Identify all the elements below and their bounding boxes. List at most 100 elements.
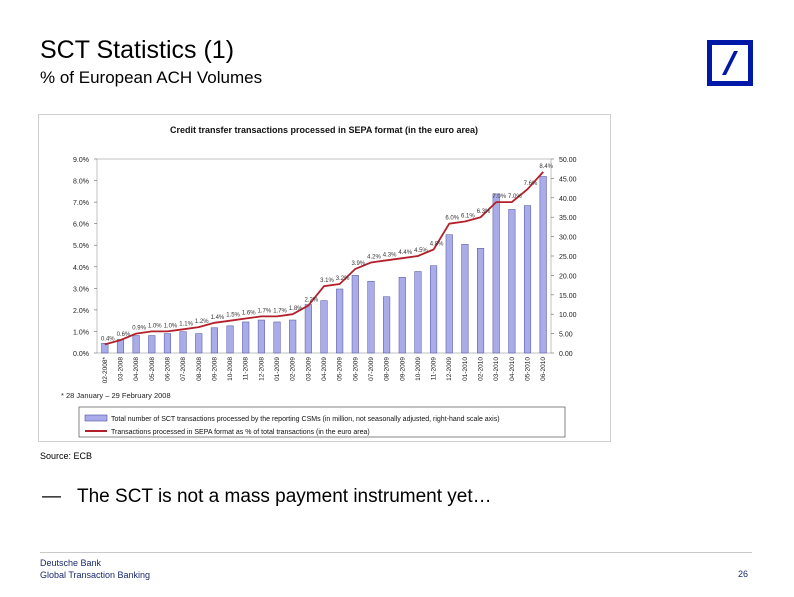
- data-label: 3.1%: [320, 278, 334, 284]
- y-left-tick-label: 0.0%: [73, 351, 89, 358]
- x-tick-label: 06-2009: [352, 357, 359, 381]
- y-right-tick-label: 30.00: [559, 235, 577, 242]
- data-label: 7.0%: [492, 194, 506, 200]
- bar-06-2008: [163, 333, 171, 354]
- data-label: 1.4%: [211, 315, 225, 321]
- data-label: 7.0%: [508, 194, 522, 200]
- data-label: 1.1%: [179, 321, 193, 327]
- bar-12-2009: [445, 234, 453, 354]
- bar-02-2008*: [101, 343, 109, 354]
- data-label: 1.5%: [226, 313, 240, 319]
- x-tick-label: 06-2010: [540, 357, 547, 381]
- x-tick-label: 05-2008: [149, 357, 156, 381]
- y-left-tick-label: 4.0%: [73, 265, 89, 272]
- bar-05-2009: [336, 288, 344, 354]
- chart-legend: Total number of SCT transactions process…: [78, 406, 566, 438]
- x-tick-label: 07-2009: [368, 357, 375, 381]
- x-tick-label: 05-2009: [337, 357, 344, 381]
- slide-title: SCT Statistics (1): [40, 36, 235, 64]
- x-tick-label: 01-2010: [462, 357, 469, 381]
- share-line: [104, 171, 544, 346]
- data-label: 1.0%: [164, 323, 178, 329]
- logo-slash: [722, 51, 738, 75]
- y-right-tick-label: 20.00: [559, 273, 577, 280]
- x-tick-label: 04-2009: [321, 357, 328, 381]
- bar-05-2008: [148, 335, 156, 354]
- legend-line-label: Transactions processed in SEPA format as…: [111, 429, 370, 436]
- bar-01-2009: [273, 321, 281, 354]
- data-label: 1.7%: [258, 308, 272, 314]
- data-label: 4.8%: [430, 242, 444, 248]
- x-tick-label: 06-2008: [164, 357, 171, 381]
- bar-03-2009: [304, 304, 312, 354]
- x-tick-label: 03-2009: [305, 357, 312, 381]
- chart-container: Credit transfer transactions processed i…: [38, 114, 611, 442]
- y-left-tick-label: 1.0%: [73, 329, 89, 336]
- data-label: 6.3%: [477, 209, 491, 215]
- bar-07-2009: [367, 280, 375, 354]
- bullet-dash: —: [42, 486, 61, 507]
- bar-07-2008: [179, 331, 187, 354]
- y-right-tick-label: 10.00: [559, 312, 577, 319]
- x-tick-label: 02-2008*: [102, 357, 109, 384]
- legend-bar-swatch: [84, 414, 108, 422]
- y-left-tick-label: 8.0%: [73, 179, 89, 186]
- x-tick-label: 12-2009: [446, 357, 453, 381]
- x-tick-label: 11-2009: [431, 357, 438, 381]
- data-label: 8.4%: [539, 164, 553, 170]
- data-label: 1.6%: [242, 311, 256, 317]
- y-right-tick-label: 0.00: [559, 351, 573, 358]
- y-left-tick-label: 3.0%: [73, 286, 89, 293]
- data-label: 6.1%: [461, 214, 475, 220]
- y-right-tick-label: 5.00: [559, 332, 573, 339]
- x-tick-label: 09-2008: [211, 357, 218, 381]
- x-tick-label: 12-2008: [258, 357, 265, 381]
- bar-02-2010: [477, 247, 485, 354]
- footer: Deutsche Bank Global Transaction Banking: [40, 557, 150, 581]
- key-message-text: The SCT is not a mass payment instrument…: [77, 486, 492, 507]
- slide-subtitle: % of European ACH Volumes: [40, 68, 263, 87]
- bar-10-2008: [226, 325, 234, 354]
- data-label: 6.0%: [445, 216, 459, 222]
- data-label: 4.3%: [383, 252, 397, 258]
- chart-svg: Credit transfer transactions processed i…: [61, 125, 577, 438]
- x-tick-label: 07-2008: [180, 357, 187, 381]
- y-right-tick-label: 50.00: [559, 157, 577, 164]
- data-label: 7.6%: [524, 181, 538, 187]
- bar-05-2010: [523, 205, 532, 354]
- x-tick-label: 02-2009: [290, 357, 297, 381]
- x-tick-label: 05-2010: [525, 357, 532, 381]
- y-left-tick-label: 6.0%: [73, 222, 89, 229]
- data-label: 2.2%: [305, 298, 319, 304]
- x-tick-label: 11-2008: [243, 357, 250, 381]
- bar-09-2009: [398, 277, 406, 354]
- bar-10-2009: [414, 271, 422, 354]
- data-label: 1.2%: [195, 319, 209, 325]
- x-tick-label: 03-2008: [118, 357, 125, 381]
- y-right-tick-label: 15.00: [559, 293, 577, 300]
- legend-box: [78, 406, 566, 438]
- x-tick-label: 08-2009: [384, 357, 391, 381]
- chart-title: Credit transfer transactions processed i…: [170, 125, 478, 135]
- data-label: 1.7%: [273, 308, 287, 314]
- footer-division: Global Transaction Banking: [40, 570, 151, 580]
- x-tick-label: 02-2010: [478, 357, 485, 381]
- bar-03-2010: [492, 193, 500, 354]
- y-right-tick-label: 40.00: [559, 196, 577, 203]
- data-label: 0.6%: [117, 332, 131, 338]
- chart-footnote: * 28 January – 29 February 2008: [61, 391, 171, 400]
- x-tick-label: 08-2008: [196, 357, 203, 381]
- logo-frame: [707, 40, 753, 86]
- bar-02-2009: [289, 319, 297, 354]
- deutsche-bank-logo-icon: [707, 40, 753, 86]
- x-tick-label: 01-2009: [274, 357, 281, 381]
- y-right-tick-label: 25.00: [559, 254, 577, 261]
- bar-06-2010: [539, 176, 547, 354]
- x-tick-label: 04-2008: [133, 357, 140, 381]
- x-tick-label: 10-2009: [415, 357, 422, 381]
- bar-04-2008: [132, 335, 140, 354]
- y-left-tick-label: 7.0%: [73, 200, 89, 207]
- data-label: 4.2%: [367, 254, 381, 260]
- bar-11-2008: [242, 321, 250, 354]
- bar-12-2008: [257, 319, 265, 354]
